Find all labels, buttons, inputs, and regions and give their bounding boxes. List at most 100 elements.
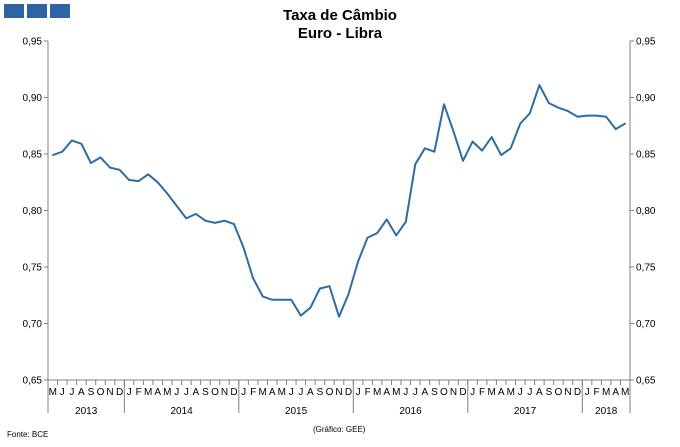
x-month-label: J	[527, 387, 532, 398]
x-month-label: M	[392, 387, 400, 398]
x-month-label: F	[479, 387, 485, 398]
x-month-label: A	[269, 387, 276, 398]
x-month-label: M	[487, 387, 495, 398]
x-month-label: O	[555, 387, 563, 398]
data-point	[395, 234, 398, 237]
data-point	[567, 110, 569, 112]
x-month-label: A	[612, 387, 619, 398]
x-month-label: A	[383, 387, 390, 398]
data-point	[137, 180, 140, 182]
logo-block	[4, 4, 24, 18]
y-tick-label-right: 0,70	[636, 319, 656, 330]
x-year-label: 2017	[514, 406, 537, 417]
x-month-label: A	[307, 387, 314, 398]
data-point	[147, 173, 149, 176]
x-month-label: M	[278, 387, 286, 398]
x-month-label: F	[365, 387, 371, 398]
x-year-label: 2018	[595, 406, 618, 417]
data-point	[109, 166, 111, 169]
data-point	[376, 232, 378, 234]
x-month-label: A	[154, 387, 161, 398]
data-point	[414, 163, 417, 165]
data-point	[548, 102, 550, 104]
x-month-label: J	[69, 387, 74, 398]
data-point	[128, 179, 130, 181]
x-month-label: S	[546, 387, 553, 398]
data-point	[519, 122, 522, 125]
data-point	[319, 287, 321, 290]
x-month-label: M	[49, 387, 57, 398]
y-tick-label-left: 0,70	[23, 319, 43, 330]
x-month-label: J	[413, 387, 418, 398]
data-point	[176, 205, 178, 207]
data-point	[290, 298, 293, 301]
x-month-label: J	[174, 387, 179, 398]
x-month-label: J	[289, 387, 294, 398]
data-point	[586, 114, 588, 117]
data-point	[481, 149, 483, 152]
data-point	[80, 143, 83, 145]
data-point	[204, 219, 207, 222]
x-month-label: S	[202, 387, 209, 398]
x-month-label: M	[259, 387, 267, 398]
x-month-label: A	[193, 387, 200, 398]
y-tick-label-right: 0,95	[636, 37, 656, 48]
data-point	[280, 298, 283, 301]
data-point	[338, 315, 340, 318]
y-tick-label-left: 0,90	[23, 93, 43, 104]
x-month-label: M	[507, 387, 515, 398]
x-month-label: O	[440, 387, 448, 398]
data-point	[357, 260, 359, 263]
x-month-label: J	[184, 387, 189, 398]
x-year-label: 2014	[170, 406, 193, 417]
x-month-label: O	[326, 387, 334, 398]
data-point	[538, 84, 541, 86]
data-point	[462, 159, 464, 162]
data-point	[51, 154, 54, 156]
x-month-label: O	[97, 387, 105, 398]
logo	[4, 4, 70, 18]
data-point	[509, 147, 512, 150]
x-month-label: F	[250, 387, 256, 398]
data-point	[156, 181, 159, 184]
y-tick-label-left: 0,95	[23, 37, 43, 48]
chart-subtitle: Euro - Libra	[297, 25, 383, 42]
data-point	[166, 192, 169, 195]
data-point	[347, 293, 350, 295]
source-note: Fonte: BCE	[7, 430, 49, 439]
series-line	[52, 84, 626, 318]
x-month-label: J	[585, 387, 590, 398]
data-point	[471, 140, 474, 143]
x-month-label: J	[298, 387, 303, 398]
x-month-label: A	[422, 387, 429, 398]
data-point	[385, 218, 388, 221]
x-month-label: N	[450, 387, 457, 398]
data-point	[233, 223, 235, 225]
x-month-label: S	[88, 387, 95, 398]
x-year-label: 2015	[285, 406, 308, 417]
x-month-label: J	[470, 387, 475, 398]
x-month-label: M	[621, 387, 629, 398]
data-point	[452, 130, 455, 133]
x-month-label: J	[60, 387, 65, 398]
y-tick-label-right: 0,65	[636, 376, 656, 387]
data-point	[185, 217, 188, 220]
x-month-label: S	[431, 387, 438, 398]
y-tick-label-right: 0,75	[636, 263, 656, 274]
x-month-label: J	[241, 387, 246, 398]
y-tick-label-right: 0,90	[636, 93, 656, 104]
data-point	[71, 139, 73, 142]
data-point	[261, 295, 264, 298]
x-month-label: F	[136, 387, 142, 398]
data-point	[366, 236, 369, 239]
data-point	[500, 154, 502, 156]
data-point	[443, 103, 445, 106]
data-point	[605, 115, 607, 118]
chart-title: Taxa de Câmbio	[283, 7, 397, 24]
x-month-label: M	[163, 387, 171, 398]
data-point	[61, 150, 64, 153]
x-month-label: A	[498, 387, 505, 398]
x-month-label: J	[356, 387, 361, 398]
x-month-label: F	[594, 387, 600, 398]
